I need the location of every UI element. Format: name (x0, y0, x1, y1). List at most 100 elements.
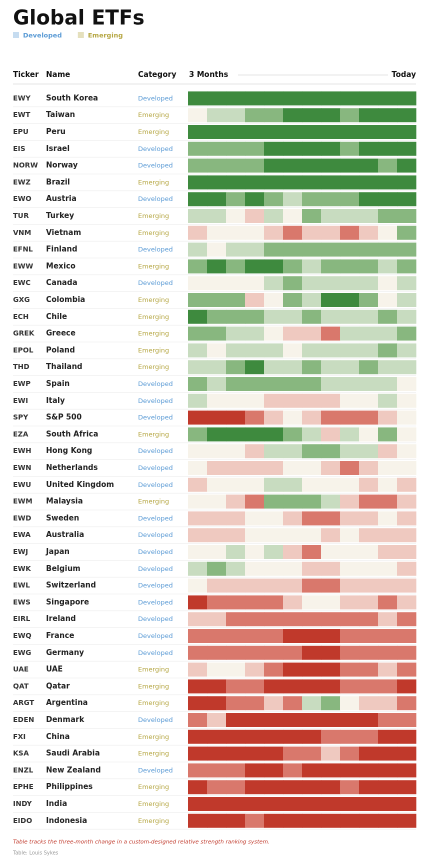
category: Emerging (138, 817, 169, 825)
heat-cell (359, 225, 379, 240)
heat-cell (226, 763, 246, 778)
heat-cell (321, 309, 341, 324)
heat-cell (264, 209, 284, 223)
heat-cell (207, 444, 227, 459)
heat-cell (340, 595, 360, 610)
ticker: EWD (13, 514, 32, 522)
heat-cell (226, 595, 246, 610)
heat-cell (207, 679, 227, 694)
heat-cell (226, 528, 246, 543)
category: Emerging (138, 128, 169, 136)
heat-cell (207, 561, 227, 576)
heat-cell (188, 225, 208, 240)
heat-cell (226, 578, 246, 593)
heat-cell (264, 612, 284, 627)
heat-cell (226, 141, 246, 156)
heat-cell (397, 377, 417, 391)
heat-cell (378, 595, 398, 610)
heat-cell (397, 612, 417, 627)
heat-cell (283, 494, 303, 509)
category: Emerging (138, 666, 169, 674)
heat-cell (188, 763, 208, 778)
heat-cell (207, 192, 227, 207)
heat-cell (378, 293, 398, 307)
heat-cell (245, 629, 265, 643)
ticker: ENZL (13, 766, 34, 774)
heat-cell (397, 679, 417, 694)
heat-cell (321, 410, 341, 425)
heat-cell (397, 326, 417, 341)
heat-cell (264, 360, 284, 375)
country-name: Colombia (46, 295, 85, 304)
heat-cell (397, 696, 417, 711)
heat-cell (340, 813, 360, 828)
heat-cell (359, 763, 379, 778)
heat-cell (359, 545, 379, 559)
heat-cell (226, 108, 246, 123)
heat-cell (359, 343, 379, 358)
heat-cell (378, 679, 398, 694)
heat-cell (207, 410, 227, 425)
heat-cell (188, 797, 208, 811)
country-name: China (46, 732, 70, 741)
heat-cell (264, 444, 284, 459)
heat-cell (188, 276, 208, 291)
ticker: EWZ (13, 178, 31, 186)
heat-cell (302, 276, 322, 291)
heat-cell (188, 141, 208, 156)
heat-cell (188, 612, 208, 627)
legend-swatch (77, 32, 84, 38)
heat-cell (245, 679, 265, 694)
heat-cell (340, 729, 360, 744)
heat-cell (340, 242, 360, 257)
heat-cell (378, 780, 398, 795)
heat-cell (378, 477, 398, 492)
heat-cell (226, 125, 246, 139)
heat-cell (397, 427, 417, 442)
heat-cell (283, 696, 303, 711)
heat-cell (340, 259, 360, 274)
heat-cell (378, 662, 398, 677)
country-name: Italy (46, 396, 65, 405)
heat-cell (264, 780, 284, 795)
heat-cell (340, 209, 360, 223)
category: Emerging (138, 750, 169, 758)
heat-cell (188, 393, 208, 408)
category: Emerging (138, 346, 169, 354)
heat-cell (397, 360, 417, 375)
heat-cell (207, 797, 227, 811)
heat-cell (359, 696, 379, 711)
heat-cell (245, 309, 265, 324)
heat-cell (283, 393, 303, 408)
heat-cell (207, 528, 227, 543)
country-name: Philippines (46, 782, 93, 791)
country-name: Belgium (46, 564, 81, 573)
heat-cell (283, 595, 303, 610)
country-name: India (46, 799, 67, 808)
heat-cell (264, 293, 284, 307)
heat-cell (340, 746, 360, 761)
heat-cell (226, 360, 246, 375)
heat-cell (378, 259, 398, 274)
category: Emerging (138, 313, 169, 321)
heat-cell (359, 360, 379, 375)
country-name: S&P 500 (46, 413, 82, 422)
heat-cell (283, 662, 303, 677)
footnote: Table tracks the three-month change in a… (13, 840, 270, 846)
heat-cell (340, 645, 360, 660)
heat-cell (283, 225, 303, 240)
heat-cell (226, 746, 246, 761)
country-name: South Africa (46, 429, 98, 438)
heat-cell (359, 309, 379, 324)
heat-cell (340, 377, 360, 391)
heat-cell (359, 528, 379, 543)
heat-cell (264, 91, 284, 106)
heat-cell (321, 225, 341, 240)
heat-cell (378, 729, 398, 744)
country-name: Norway (46, 161, 78, 170)
heat-cell (359, 444, 379, 459)
heat-cell (340, 360, 360, 375)
heat-cell (397, 595, 417, 610)
heat-cell (283, 158, 303, 173)
ticker: EDEN (13, 716, 34, 724)
